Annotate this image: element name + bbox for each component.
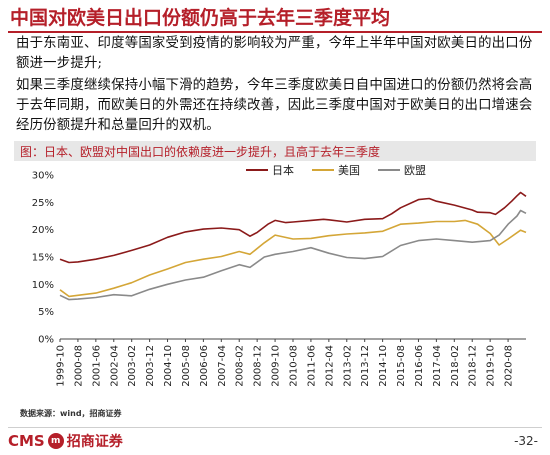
footer-rule: [8, 427, 542, 428]
series-line-1: [59, 219, 527, 298]
x-tick-label: 2009-10: [271, 345, 282, 387]
logo-chinese-text: 招商证券: [66, 434, 123, 450]
line-chart: 0% 5% 10% 15% 20% 25% 30% 1999-10 2000-08 2001-06…: [32, 163, 527, 387]
chart-caption: 图：日本、欧盟对中国出口的依赖度进一步提升，且高于去年三季度: [20, 145, 381, 159]
legend-label-1: 美国: [338, 164, 360, 177]
x-tick-label: 2012-04: [324, 345, 335, 387]
x-tick-label: 2010-08: [289, 345, 300, 387]
x-tick-label: 2011-06: [306, 345, 317, 387]
chart-axes: 0% 5% 10% 15% 20% 25% 30% 1999-10 2000-08 2001-06…: [32, 171, 526, 387]
logo-latin-text: CMS: [8, 432, 45, 450]
x-tick-label: 2003-12: [145, 345, 156, 387]
x-tick-label: 2016-06: [414, 345, 425, 387]
x-tick-label: 2014-10: [378, 345, 389, 387]
x-tick-label: 2005-08: [181, 345, 192, 387]
x-tick-label: 2015-08: [396, 345, 407, 387]
paragraph-2: 如果三季度继续保持小幅下滑的趋势，今年三季度欧美日自中国进口的份额仍然将会高于去…: [16, 78, 533, 133]
page-number: -32-: [514, 434, 538, 448]
x-tick-label: 2000-08: [73, 345, 84, 387]
slide-title: 中国对欧美日出口份额仍高于去年三季度平均: [10, 7, 391, 29]
chart-caption-bar: 图：日本、欧盟对中国出口的依赖度进一步提升，且高于去年三季度: [14, 141, 536, 161]
y-tick-label: 15%: [32, 253, 54, 264]
x-tick-label: 2001-06: [91, 345, 102, 387]
y-tick-label: 20%: [32, 225, 54, 236]
title-rule: [8, 31, 542, 33]
x-tick-label: 2018-02: [450, 345, 461, 387]
y-tick-label: 0%: [38, 335, 54, 346]
data-source-note: 数据来源：wind，招商证券: [20, 409, 122, 418]
y-tick-label: 30%: [32, 171, 54, 182]
series-line-0: [59, 191, 527, 264]
x-tick-label: 2008-12: [253, 345, 264, 387]
y-tick-label: 5%: [38, 307, 54, 318]
x-tick-label: 2007-04: [217, 345, 228, 387]
x-tick-label: 2018-12: [468, 345, 479, 387]
chart-legend: 日本 美国 欧盟: [246, 163, 426, 177]
chart-series: [59, 191, 527, 301]
x-tick-label: 2020-08: [504, 345, 515, 387]
y-tick-label: 10%: [32, 280, 54, 291]
x-tick-label: 2003-02: [127, 345, 138, 387]
x-tick-label: 2013-12: [360, 345, 371, 387]
x-tick-label: 2002-04: [109, 345, 120, 387]
y-tick-label: 25%: [32, 198, 54, 209]
x-tick-label: 2013-02: [342, 345, 353, 387]
logo-mark-icon: m: [47, 433, 64, 449]
x-tick-label: 2004-10: [163, 345, 174, 387]
x-tick-label: 2008-02: [235, 345, 246, 387]
paragraph-1: 由于东南亚、印度等国家受到疫情的影响较为严重，今年上半年中国对欧美日的出口份额进…: [16, 36, 533, 71]
series-line-2: [59, 209, 527, 301]
x-tick-label: 2017-04: [432, 345, 443, 387]
legend-label-2: 欧盟: [404, 164, 426, 177]
x-tick-label: 2019-10: [486, 345, 497, 387]
x-tick-label: 2006-06: [199, 345, 210, 387]
legend-label-0: 日本: [272, 163, 294, 177]
company-logo: CMS m 招商证券: [8, 430, 123, 452]
x-tick-label: 1999-10: [56, 345, 67, 387]
